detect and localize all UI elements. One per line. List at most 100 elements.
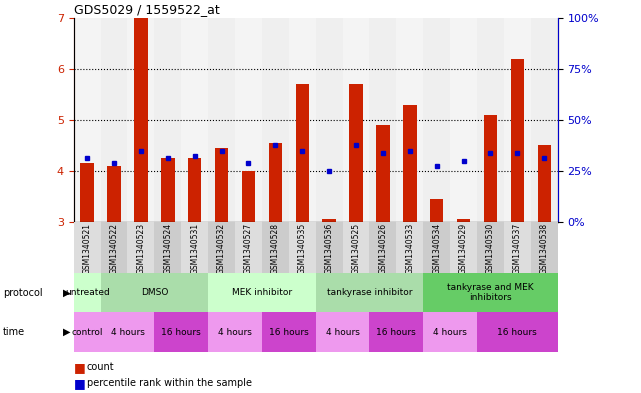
Bar bbox=[208, 312, 262, 352]
Text: GSM1340535: GSM1340535 bbox=[298, 223, 307, 274]
Text: 4 hours: 4 hours bbox=[110, 328, 144, 336]
Text: GSM1340523: GSM1340523 bbox=[137, 223, 146, 274]
Text: GSM1340538: GSM1340538 bbox=[540, 223, 549, 274]
Bar bbox=[450, 18, 477, 222]
Bar bbox=[369, 312, 423, 352]
Bar bbox=[369, 222, 396, 273]
Text: MEK inhibitor: MEK inhibitor bbox=[232, 288, 292, 297]
Text: GSM1340525: GSM1340525 bbox=[351, 223, 360, 274]
Bar bbox=[188, 158, 201, 222]
Bar bbox=[477, 312, 558, 352]
Bar bbox=[181, 222, 208, 273]
Text: GSM1340527: GSM1340527 bbox=[244, 223, 253, 274]
Bar bbox=[477, 18, 504, 222]
Bar bbox=[128, 18, 154, 222]
Bar bbox=[511, 59, 524, 222]
Text: GSM1340526: GSM1340526 bbox=[378, 223, 387, 274]
Bar bbox=[342, 18, 369, 222]
Bar bbox=[107, 166, 121, 222]
Text: untreated: untreated bbox=[65, 288, 110, 297]
Text: GSM1340524: GSM1340524 bbox=[163, 223, 172, 274]
Bar bbox=[423, 222, 450, 273]
Text: GSM1340532: GSM1340532 bbox=[217, 223, 226, 274]
Bar bbox=[262, 312, 315, 352]
Text: tankyrase inhibitor: tankyrase inhibitor bbox=[327, 288, 412, 297]
Bar bbox=[531, 222, 558, 273]
Bar bbox=[423, 18, 450, 222]
Bar bbox=[296, 84, 309, 222]
Text: 16 hours: 16 hours bbox=[497, 328, 537, 336]
Bar bbox=[289, 18, 315, 222]
Text: GSM1340522: GSM1340522 bbox=[110, 223, 119, 274]
Bar bbox=[423, 273, 558, 312]
Bar bbox=[161, 158, 174, 222]
Text: tankyrase and MEK
inhibitors: tankyrase and MEK inhibitors bbox=[447, 283, 534, 303]
Bar bbox=[101, 273, 208, 312]
Text: 4 hours: 4 hours bbox=[326, 328, 360, 336]
Bar bbox=[101, 222, 128, 273]
Text: GDS5029 / 1559522_at: GDS5029 / 1559522_at bbox=[74, 4, 219, 17]
Text: GSM1340537: GSM1340537 bbox=[513, 223, 522, 274]
Bar bbox=[134, 18, 147, 222]
Bar bbox=[74, 273, 101, 312]
Bar bbox=[235, 18, 262, 222]
Text: 4 hours: 4 hours bbox=[433, 328, 467, 336]
Bar bbox=[430, 199, 444, 222]
Bar bbox=[242, 171, 255, 222]
Bar bbox=[208, 273, 315, 312]
Bar bbox=[262, 222, 289, 273]
Text: protocol: protocol bbox=[3, 288, 43, 298]
Bar bbox=[477, 222, 504, 273]
Text: GSM1340528: GSM1340528 bbox=[271, 223, 280, 274]
Text: 16 hours: 16 hours bbox=[376, 328, 416, 336]
Bar bbox=[315, 273, 423, 312]
Bar bbox=[403, 105, 417, 222]
Bar bbox=[154, 18, 181, 222]
Text: time: time bbox=[3, 327, 26, 337]
Text: ▶: ▶ bbox=[63, 327, 71, 337]
Text: ■: ■ bbox=[74, 361, 85, 374]
Text: control: control bbox=[71, 328, 103, 336]
Text: ▶: ▶ bbox=[63, 288, 71, 298]
Bar bbox=[396, 18, 423, 222]
Text: ■: ■ bbox=[74, 376, 85, 390]
Bar bbox=[349, 84, 363, 222]
Text: GSM1340530: GSM1340530 bbox=[486, 223, 495, 274]
Bar bbox=[315, 222, 342, 273]
Bar bbox=[80, 163, 94, 222]
Bar bbox=[74, 312, 101, 352]
Bar bbox=[262, 18, 289, 222]
Bar bbox=[315, 312, 369, 352]
Bar bbox=[154, 312, 208, 352]
Bar bbox=[101, 18, 128, 222]
Text: 16 hours: 16 hours bbox=[162, 328, 201, 336]
Text: DMSO: DMSO bbox=[140, 288, 168, 297]
Bar bbox=[504, 222, 531, 273]
Text: count: count bbox=[87, 362, 114, 373]
Text: GSM1340531: GSM1340531 bbox=[190, 223, 199, 274]
Bar bbox=[208, 18, 235, 222]
Bar bbox=[396, 222, 423, 273]
Bar bbox=[215, 148, 228, 222]
Bar bbox=[128, 222, 154, 273]
Text: 16 hours: 16 hours bbox=[269, 328, 309, 336]
Bar bbox=[322, 219, 336, 222]
Bar bbox=[484, 115, 497, 222]
Bar bbox=[74, 18, 101, 222]
Bar bbox=[208, 222, 235, 273]
Bar bbox=[154, 222, 181, 273]
Text: GSM1340529: GSM1340529 bbox=[459, 223, 468, 274]
Bar bbox=[289, 222, 315, 273]
Bar bbox=[342, 222, 369, 273]
Text: GSM1340533: GSM1340533 bbox=[405, 223, 414, 274]
Bar bbox=[369, 18, 396, 222]
Bar bbox=[74, 222, 101, 273]
Bar bbox=[504, 18, 531, 222]
Text: GSM1340536: GSM1340536 bbox=[324, 223, 333, 274]
Bar bbox=[376, 125, 390, 222]
Bar bbox=[235, 222, 262, 273]
Text: 4 hours: 4 hours bbox=[218, 328, 252, 336]
Text: GSM1340534: GSM1340534 bbox=[432, 223, 441, 274]
Bar bbox=[181, 18, 208, 222]
Bar bbox=[450, 222, 477, 273]
